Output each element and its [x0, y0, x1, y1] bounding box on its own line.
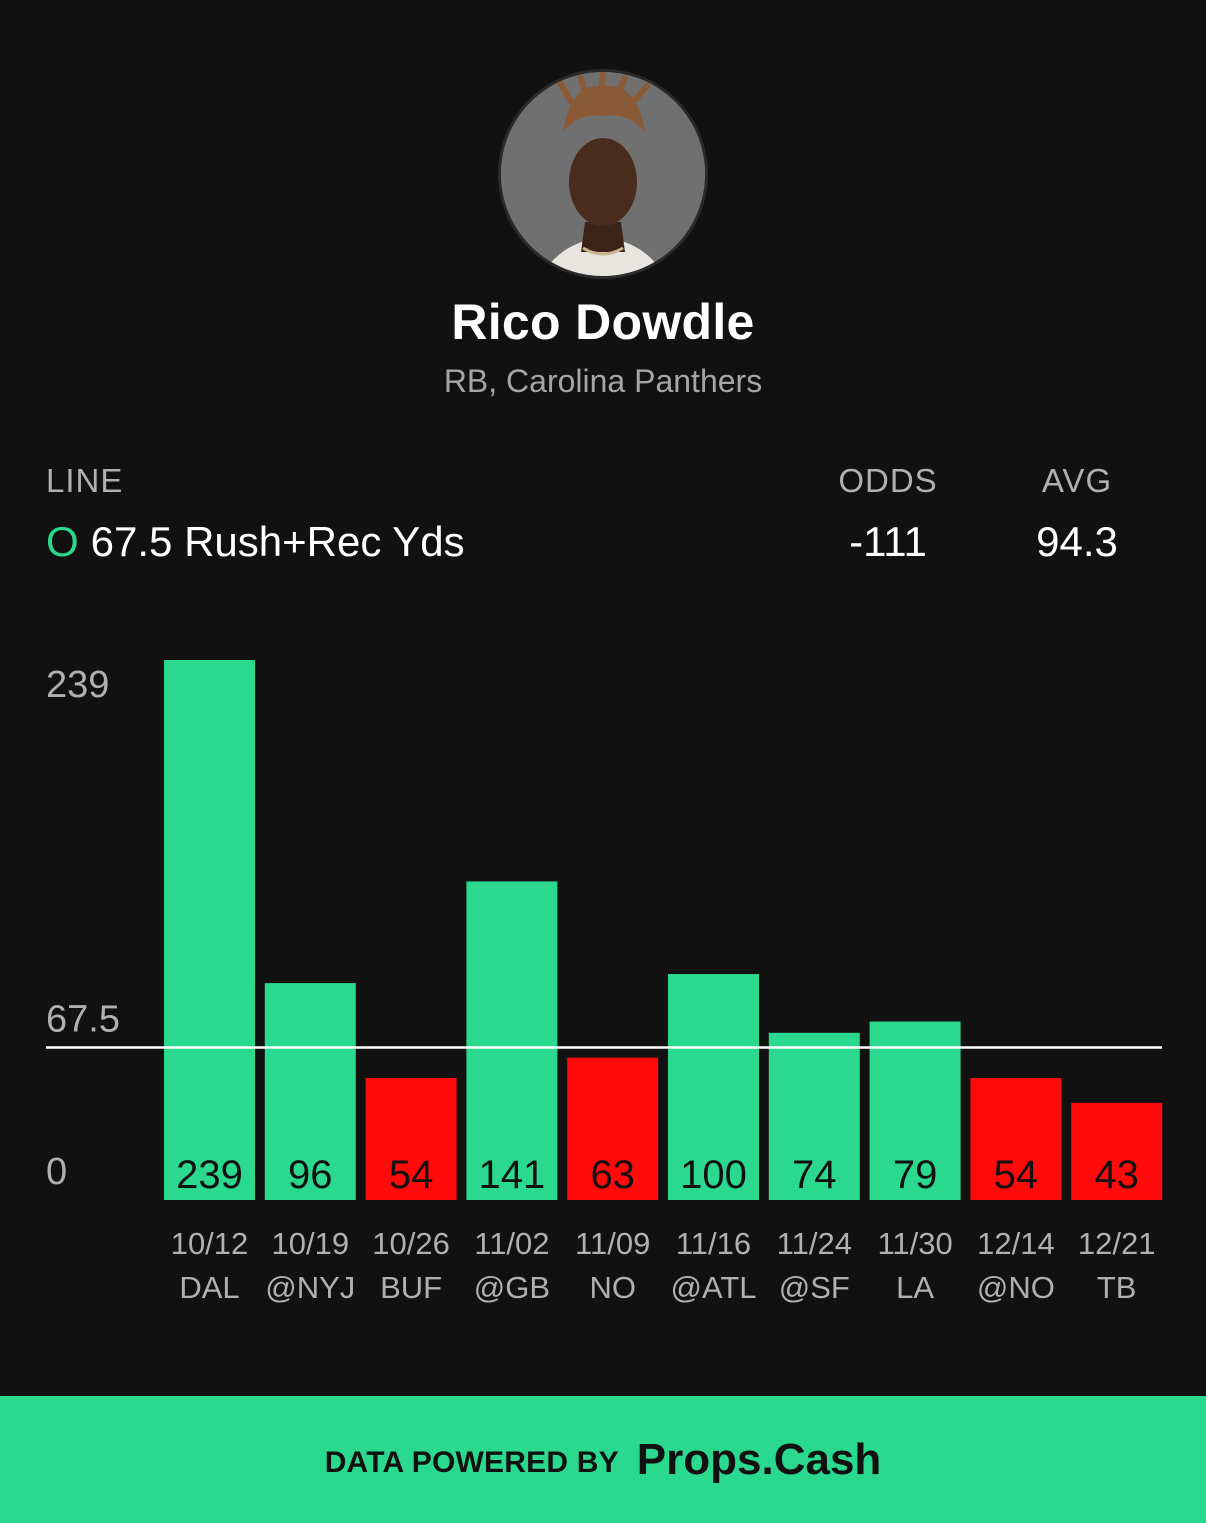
x-tick-opponent: @NYJ — [265, 1270, 355, 1305]
line-text: 67.5 Rush+Rec Yds — [90, 518, 465, 565]
footer-prefix: DATA POWERED BY — [324, 1445, 619, 1479]
bar-value-label: 79 — [893, 1153, 938, 1197]
line-value: O 67.5 Rush+Rec Yds — [46, 518, 465, 566]
x-tick-opponent: DAL — [179, 1270, 239, 1305]
x-tick-opponent: @NO — [977, 1270, 1055, 1305]
x-tick-date: 10/19 — [272, 1226, 350, 1261]
over-under-indicator: O — [46, 518, 79, 565]
avg-header: AVG — [1041, 462, 1113, 499]
x-tick-date: 11/30 — [877, 1226, 952, 1261]
bar — [164, 660, 255, 1200]
footer-banner: DATA POWERED BY Props.Cash — [0, 1396, 1206, 1523]
x-tick-opponent: LA — [896, 1270, 934, 1305]
x-tick-opponent: NO — [589, 1270, 636, 1305]
x-tick-date: 10/26 — [372, 1226, 450, 1261]
x-tick-date: 12/21 — [1078, 1226, 1156, 1261]
y-tick-label: 0 — [46, 1151, 67, 1193]
bar — [1071, 1102, 1163, 1200]
x-tick-opponent: BUF — [380, 1270, 442, 1305]
player-headshot-image — [501, 72, 705, 276]
bar-value-label: 74 — [792, 1153, 837, 1197]
bar-value-label: 54 — [389, 1153, 434, 1197]
bar — [365, 1077, 457, 1200]
x-tick-date: 11/09 — [575, 1226, 650, 1261]
game-log-bar-chart: 0 67.5 239 239 10/12 DAL 96 10/19 @NYJ 54 10/26 BUF… — [46, 660, 1163, 1305]
bar — [668, 974, 759, 1200]
player-name: Rico Dowdle — [451, 294, 755, 350]
bar-value-label: 141 — [479, 1153, 546, 1197]
player-position-team: RB, Carolina Panthers — [443, 363, 763, 399]
odds-header: ODDS — [838, 462, 938, 499]
player-avatar — [501, 72, 705, 276]
bar — [466, 881, 558, 1200]
x-tick-date: 11/24 — [777, 1226, 852, 1261]
y-tick-label: 239 — [46, 664, 109, 706]
x-tick-date: 11/16 — [676, 1226, 751, 1261]
odds-value: -111 — [849, 518, 927, 565]
x-tick-opponent: @GB — [474, 1270, 550, 1305]
bar — [567, 1057, 659, 1200]
x-tick-opponent: @ATL — [670, 1270, 756, 1305]
x-tick-date: 12/14 — [977, 1226, 1055, 1261]
bar — [869, 1021, 961, 1200]
bar — [264, 983, 356, 1200]
x-tick-date: 11/02 — [474, 1226, 549, 1261]
x-tick-date: 10/12 — [171, 1226, 249, 1261]
bar — [768, 1032, 860, 1200]
bar-value-label: 239 — [176, 1153, 243, 1197]
bar-value-label: 100 — [680, 1153, 747, 1197]
bar — [970, 1077, 1062, 1200]
line-header: LINE — [46, 462, 124, 499]
bar-value-label: 54 — [994, 1153, 1039, 1197]
x-tick-opponent: TB — [1097, 1270, 1137, 1305]
bar-value-label: 43 — [1094, 1153, 1139, 1197]
footer-brand: Props.Cash — [636, 1434, 882, 1484]
bar-value-label: 63 — [590, 1153, 635, 1197]
x-tick-opponent: @SF — [779, 1270, 850, 1305]
y-tick-label: 67.5 — [46, 998, 120, 1040]
avg-value: 94.3 — [1036, 518, 1118, 565]
bar-value-label: 96 — [288, 1153, 333, 1197]
